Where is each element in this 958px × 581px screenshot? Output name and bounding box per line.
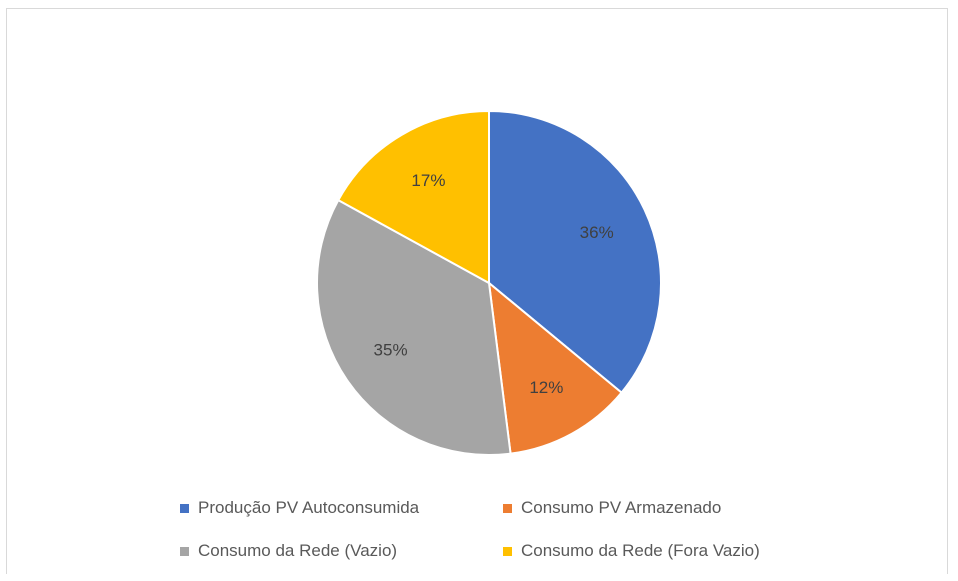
- data-label-producao-pv: 36%: [580, 223, 614, 242]
- data-label-consumo-pv: 12%: [529, 378, 563, 397]
- pie-slice-rede-vazio: [315, 198, 512, 456]
- pie-slice-rede-fora-vazio: [336, 109, 490, 285]
- data-label-rede-vazio: 35%: [374, 340, 408, 359]
- pie-slice-consumo-pv: [487, 280, 623, 455]
- data-label-rede-fora-vazio: 17%: [411, 171, 445, 190]
- pie-slice-producao-pv: [488, 109, 662, 395]
